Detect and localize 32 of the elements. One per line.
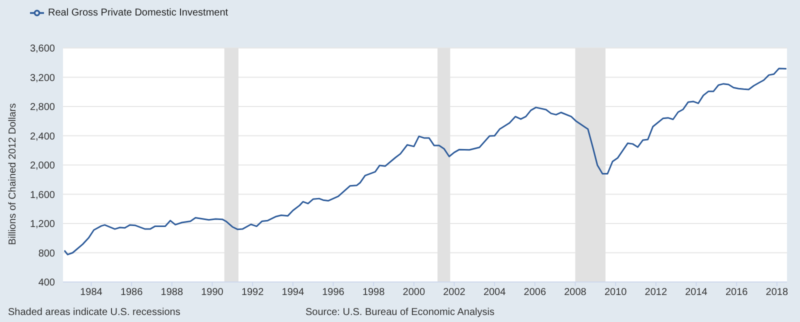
y-tick-label: 2,400 bbox=[30, 131, 56, 142]
x-tick-label: 1998 bbox=[362, 287, 386, 298]
y-tick-label: 3,200 bbox=[30, 72, 56, 84]
x-tick-label: 2002 bbox=[443, 287, 466, 298]
x-tick-label: 2016 bbox=[725, 287, 748, 298]
y-tick-label: 2,800 bbox=[30, 102, 56, 114]
text: Shaded areas indicate U.S. recessions bbox=[8, 307, 180, 318]
x-tick-label: 2006 bbox=[524, 287, 546, 298]
x-tick-label: 1990 bbox=[201, 287, 224, 298]
x-tick-label: 1984 bbox=[80, 287, 103, 298]
x-tick-label: 2010 bbox=[604, 287, 628, 298]
x-tick-label: 1996 bbox=[322, 287, 345, 298]
x-tick-label: 2018 bbox=[766, 287, 788, 298]
y-tick-label: 1,200 bbox=[30, 219, 56, 230]
line-series bbox=[64, 68, 787, 256]
y-tick-label: 2,000 bbox=[30, 160, 56, 172]
y-tick-label: 1,600 bbox=[30, 190, 56, 201]
source-note: Source: U.S. Bureau of Economic Analysis bbox=[306, 307, 494, 318]
y-tick-label: 3,600 bbox=[30, 44, 56, 55]
x-tick-label: 2014 bbox=[685, 287, 708, 298]
x-tick-label: 1986 bbox=[120, 287, 144, 298]
y-tick-label: 800 bbox=[38, 248, 56, 260]
x-tick-label: 1988 bbox=[160, 287, 184, 298]
legend-label: Real Gross Private Domestic Investment bbox=[48, 8, 228, 19]
x-tick-label: 2012 bbox=[644, 287, 668, 298]
x-tick-label: 1992 bbox=[241, 287, 264, 298]
x-tick-label: 2000 bbox=[402, 287, 426, 298]
x-tick-label: 1994 bbox=[282, 287, 304, 298]
y-axis-title: Billions of Chained 2012 Dollars bbox=[8, 103, 19, 245]
x-tick-label: 2008 bbox=[564, 287, 587, 298]
x-tick-label: 2004 bbox=[483, 287, 506, 298]
y-tick-label: 400 bbox=[38, 278, 56, 289]
